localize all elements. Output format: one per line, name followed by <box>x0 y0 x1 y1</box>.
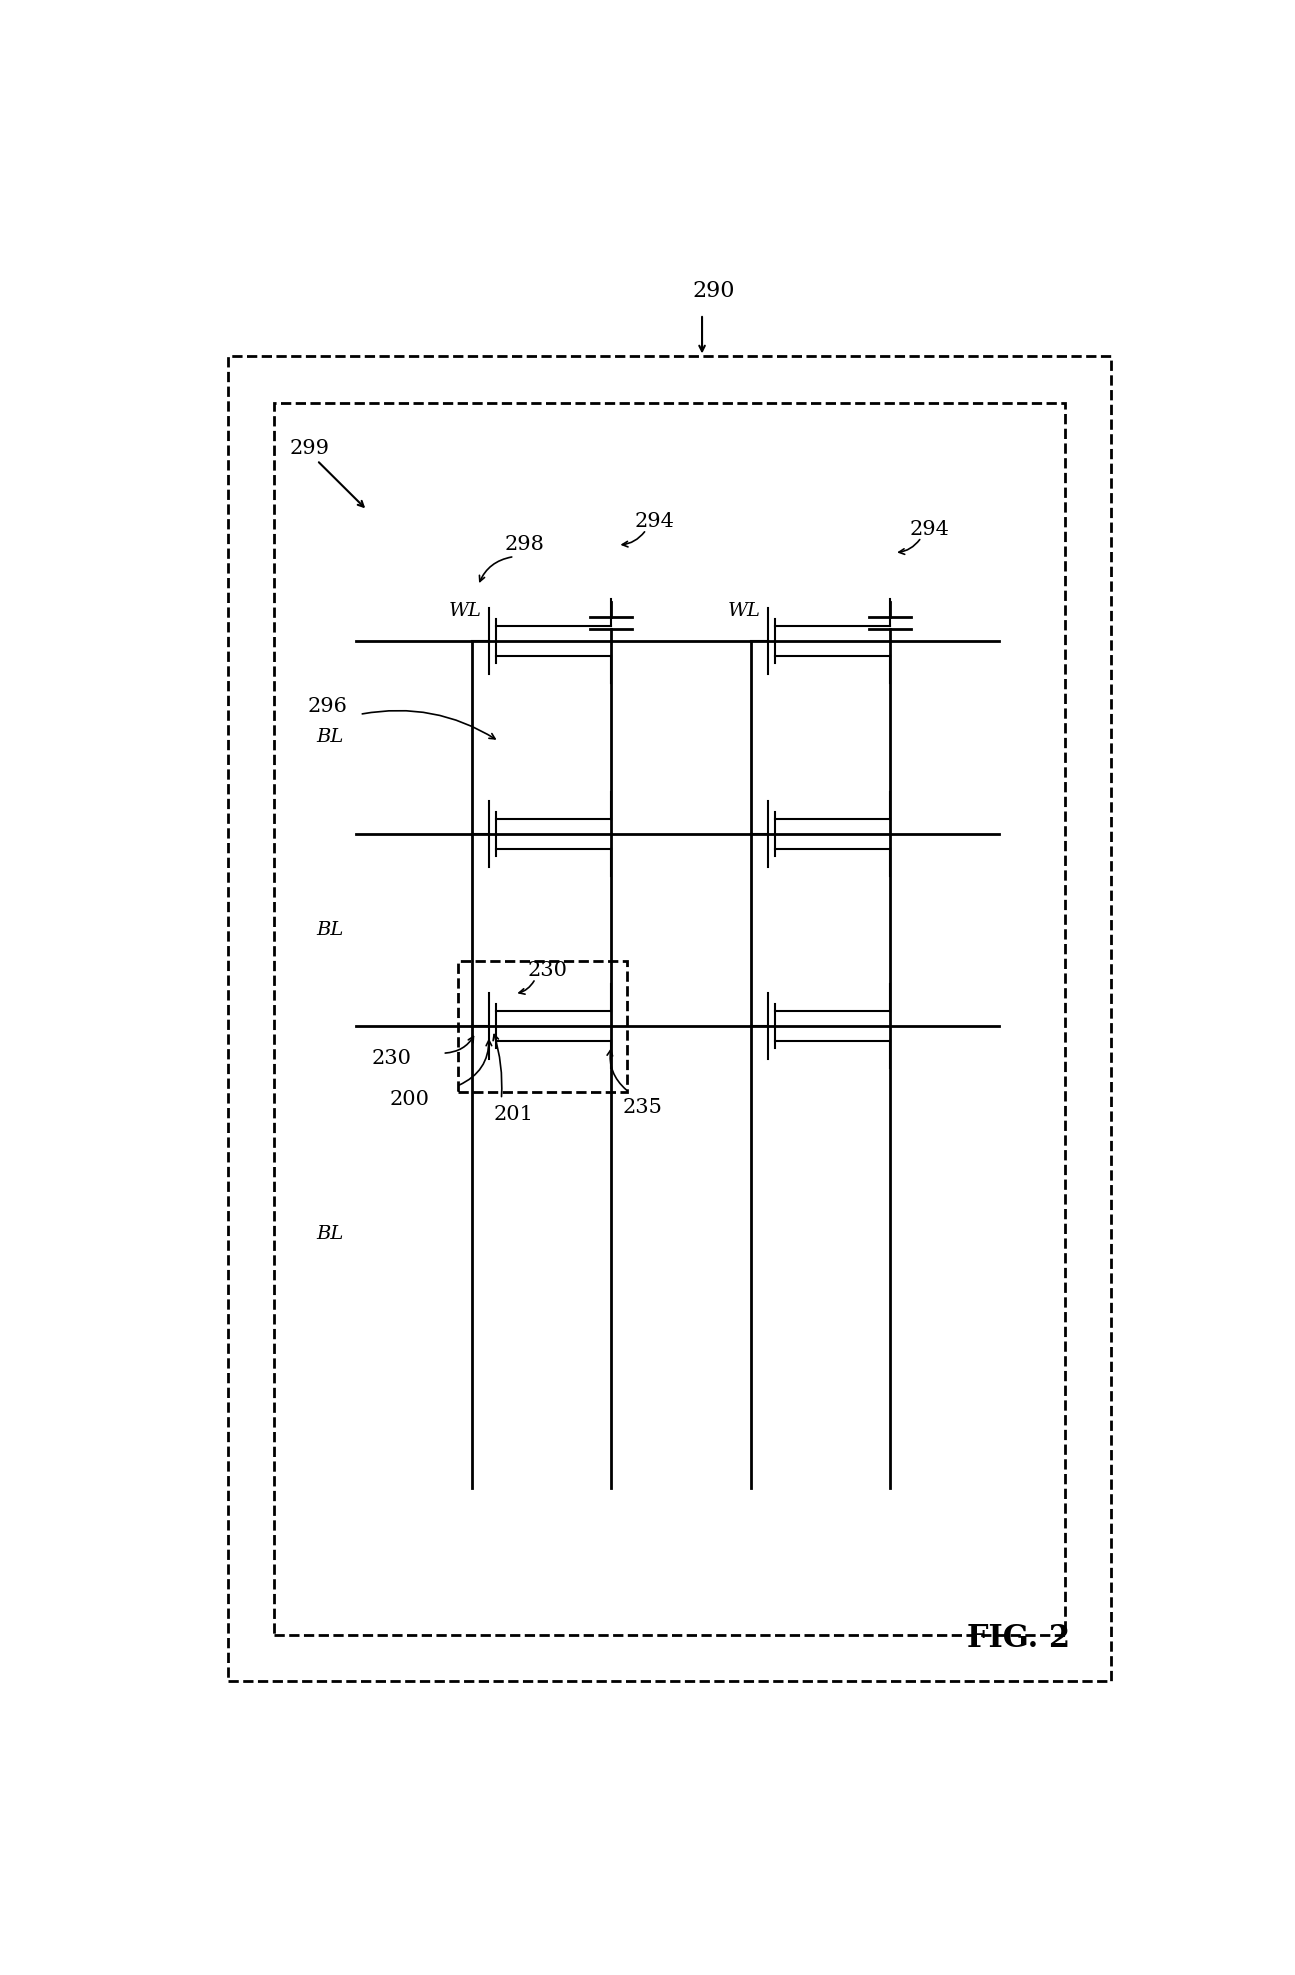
Text: 298: 298 <box>505 535 544 555</box>
Text: 294: 294 <box>635 512 675 531</box>
Text: BL: BL <box>316 1224 344 1242</box>
Text: 235: 235 <box>623 1098 663 1116</box>
Text: 200: 200 <box>390 1090 429 1108</box>
Text: 230: 230 <box>372 1049 412 1068</box>
Text: WL: WL <box>728 602 761 620</box>
Text: FIG. 2: FIG. 2 <box>966 1623 1070 1653</box>
Text: WL: WL <box>449 602 482 620</box>
Text: 299: 299 <box>290 438 330 458</box>
Bar <box>275 403 1064 1635</box>
Text: 230: 230 <box>527 962 567 980</box>
Text: 296: 296 <box>308 697 348 717</box>
Bar <box>458 962 627 1092</box>
Text: 294: 294 <box>910 519 949 539</box>
Text: BL: BL <box>316 920 344 938</box>
Text: BL: BL <box>316 729 344 747</box>
Text: 201: 201 <box>493 1106 534 1124</box>
Text: 290: 290 <box>693 280 736 302</box>
Bar <box>228 356 1111 1681</box>
